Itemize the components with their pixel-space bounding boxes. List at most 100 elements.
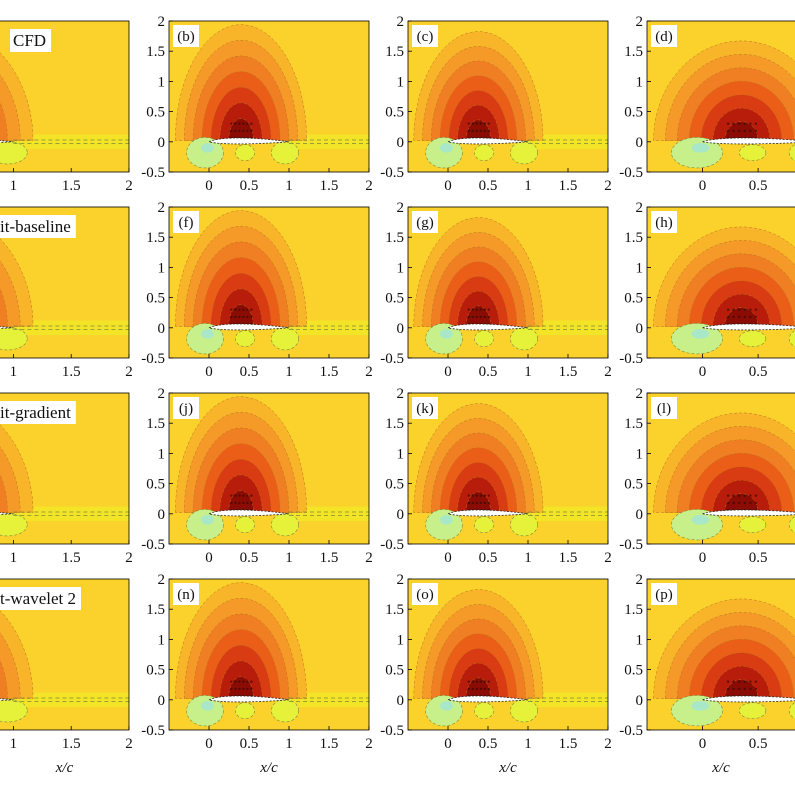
core-speckle — [726, 687, 730, 691]
core-speckle — [471, 501, 474, 505]
y-tick-label: 2 — [158, 200, 166, 216]
core-speckle — [230, 501, 233, 505]
pressure-contour — [425, 695, 463, 727]
stagnation-contour — [201, 329, 214, 339]
panel-tag-box — [412, 397, 438, 419]
y-tick-label: 1 — [158, 74, 166, 90]
core-speckle — [234, 687, 237, 691]
pressure-contour — [271, 699, 299, 723]
y-tick-label: -0.5 — [141, 537, 165, 553]
plot-frame — [407, 578, 609, 731]
plot-frame — [168, 392, 370, 545]
core-speckle — [738, 501, 741, 505]
core-speckle — [483, 129, 486, 133]
x-tick-label: 2 — [125, 550, 133, 566]
core-speckle — [471, 129, 474, 133]
core-speckle — [749, 501, 752, 505]
core-speckle — [250, 129, 253, 133]
core-speckle — [234, 122, 237, 125]
x-tick-label: 1.5 — [559, 178, 578, 194]
x-tick-label: 0.5 — [240, 364, 259, 380]
core-speckle — [246, 680, 249, 683]
wake-band — [7, 320, 129, 336]
airfoil — [207, 509, 290, 517]
y-tick-label: -0.5 — [380, 351, 404, 367]
pressure-contour — [474, 516, 494, 533]
core-speckle — [238, 129, 241, 133]
airfoil — [0, 326, 14, 329]
core-speckle — [467, 122, 470, 125]
core-speckle — [242, 680, 245, 683]
core-speckle — [234, 494, 237, 497]
airfoil — [0, 512, 14, 515]
y-tick-label: 1.5 — [146, 230, 165, 246]
core-speckle — [230, 122, 233, 125]
suction-contour — [465, 305, 491, 327]
core-speckle — [250, 687, 253, 691]
core-speckle — [246, 129, 249, 133]
x-tick-label: 1 — [285, 178, 293, 194]
x-tick-label: 1.5 — [559, 364, 578, 380]
x-tick-label: 1.5 — [62, 550, 81, 566]
x-tick-label: 0.5 — [749, 364, 768, 380]
y-tick-label: 2 — [158, 386, 166, 402]
airfoil — [702, 509, 795, 517]
y-tick-label: 2 — [636, 14, 644, 30]
x-tick-label: 1 — [10, 364, 18, 380]
x-tick-label: 0.5 — [240, 550, 259, 566]
y-tick-label: 1 — [158, 632, 166, 648]
x-tick-label: 1 — [285, 364, 293, 380]
row-label: it-gradient — [0, 403, 71, 422]
core-speckle — [726, 315, 730, 319]
suction-contour — [0, 474, 8, 513]
contour-panel: -0.5 0 0.5 1 1.5 2 0 0.5 1 1.5 2 (n) x/c — [141, 572, 373, 776]
x-tick-label: 1.5 — [559, 736, 578, 752]
core-speckle — [738, 308, 741, 311]
y-tick-label: 0 — [158, 135, 166, 151]
core-speckle — [475, 494, 478, 497]
stagnation-contour — [691, 329, 710, 339]
y-tick-label: -0.5 — [380, 165, 404, 181]
y-tick-label: -0.5 — [380, 537, 404, 553]
core-speckle — [479, 315, 482, 319]
panel-tag-box — [412, 583, 438, 605]
panel-tag-box — [651, 583, 677, 605]
pressure-contour — [235, 330, 255, 347]
pressure-contour — [671, 137, 723, 169]
core-speckle — [726, 501, 730, 505]
core-speckle — [738, 122, 741, 125]
x-tick-label: 1 — [285, 550, 293, 566]
y-tick-label: 2 — [397, 14, 405, 30]
plot-frame — [407, 20, 609, 173]
y-tick-label: 0 — [397, 321, 405, 337]
y-tick-label: 0.5 — [146, 105, 165, 121]
y-tick-label: 2 — [158, 572, 166, 588]
airfoil — [207, 323, 290, 331]
pressure-contour — [271, 513, 299, 537]
core-speckle — [234, 315, 237, 319]
core-speckle — [234, 501, 237, 505]
pressure-contour — [425, 323, 463, 355]
core-speckle — [483, 308, 486, 311]
core-speckle — [754, 315, 758, 319]
core-speckle — [732, 687, 735, 691]
y-tick-label: 0.5 — [624, 291, 643, 307]
core-speckle — [479, 687, 482, 691]
y-tick-label: 0 — [158, 507, 166, 523]
core-speckle — [230, 129, 233, 133]
x-tick-label: 2 — [365, 736, 373, 752]
y-tick-label: 1 — [397, 260, 405, 276]
core-speckle — [479, 680, 482, 683]
suction-contour — [724, 121, 759, 141]
suction-contour — [465, 491, 491, 513]
x-tick-label: 2 — [604, 736, 612, 752]
core-speckle — [471, 680, 474, 683]
x-tick-label: 0 — [699, 736, 707, 752]
airfoil — [702, 695, 795, 703]
contour-panel: -0.5 0 0.5 1 1.5 2 0 0.5 1 1.5 2 (c) — [380, 14, 612, 194]
panel-tag: (g) — [416, 215, 434, 231]
stagnation-contour — [691, 701, 710, 711]
